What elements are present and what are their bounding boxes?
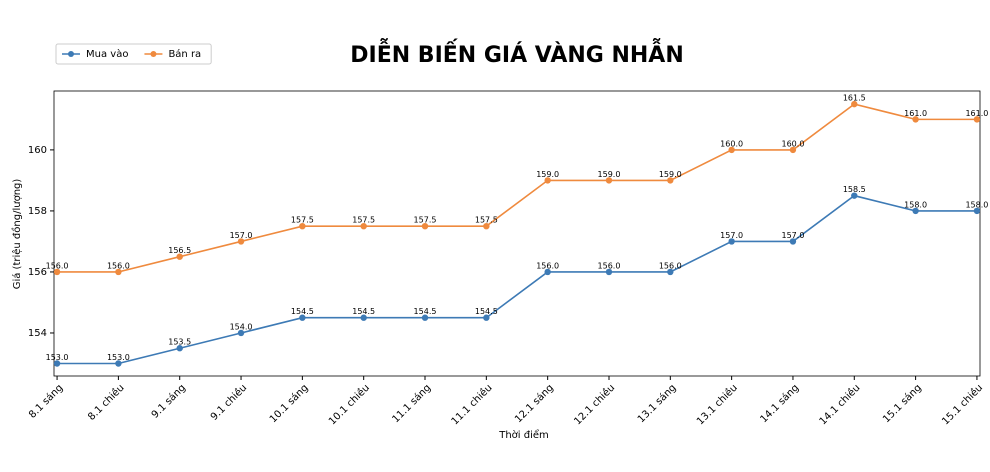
point	[605, 177, 613, 184]
plot-frame	[53, 90, 981, 377]
legend-box	[55, 43, 212, 65]
line	[57, 194, 977, 365]
point	[667, 268, 674, 276]
point	[728, 146, 735, 154]
point	[973, 207, 981, 215]
point	[483, 222, 490, 230]
value-label: 160.0	[782, 139, 805, 148]
value-label: 156.0	[536, 261, 559, 270]
chart-title: DIỄN BIẾN GIÁ VÀNG NHẪN	[350, 39, 683, 68]
line	[57, 103, 977, 273]
point	[912, 116, 919, 123]
point	[421, 222, 429, 230]
value-label: 156.0	[598, 261, 621, 270]
value-label: 157.0	[782, 231, 805, 240]
point	[176, 345, 183, 352]
value-label: 157.5	[291, 216, 314, 225]
point	[728, 238, 735, 245]
y-tick-label: 160	[28, 145, 47, 156]
value-label: 158.0	[965, 200, 988, 209]
point	[544, 268, 551, 276]
point	[851, 192, 858, 199]
y-tick-label: 154	[28, 328, 47, 339]
point	[360, 222, 367, 230]
point	[360, 314, 367, 321]
value-label: 156.0	[107, 261, 130, 270]
y-tick-label: 156	[28, 267, 47, 278]
point	[973, 116, 981, 123]
value-label: 157.5	[352, 216, 375, 225]
point	[421, 314, 429, 321]
value-label: 153.0	[107, 353, 130, 362]
value-label: 159.0	[659, 170, 682, 179]
point	[483, 314, 490, 321]
value-label: 154.5	[352, 307, 375, 316]
y-tick-label: 158	[28, 206, 47, 217]
value-label: 154.5	[475, 307, 498, 316]
point	[789, 146, 797, 154]
value-label: 159.0	[536, 170, 559, 179]
point	[851, 100, 858, 108]
point	[299, 314, 306, 321]
value-label: 156.0	[46, 261, 69, 270]
point	[789, 238, 797, 245]
point	[237, 238, 245, 245]
value-label: 159.0	[598, 170, 621, 179]
legend-marker	[68, 51, 74, 57]
point	[53, 268, 61, 276]
value-label: 154.5	[414, 307, 437, 316]
point	[176, 253, 183, 260]
value-label: 158.0	[904, 200, 927, 209]
value-label: 157.5	[475, 216, 498, 225]
legend-label: Bán ra	[168, 48, 201, 60]
point	[605, 268, 613, 276]
value-label: 157.5	[414, 216, 437, 225]
value-label: 161.5	[843, 94, 866, 103]
point	[667, 177, 674, 184]
legend: Mua vào Bán ra	[55, 43, 212, 65]
value-label: 156.0	[659, 261, 682, 270]
value-label: 158.5	[843, 185, 866, 194]
y-axis-label: Giá (triệu đồng/lượng)	[11, 179, 23, 290]
point	[544, 177, 551, 184]
x-axis-label: Thời điểm	[498, 428, 549, 441]
value-label: 157.0	[720, 231, 743, 240]
point	[115, 268, 122, 276]
legend-marker	[150, 51, 157, 57]
value-label: 153.5	[168, 338, 191, 347]
legend-label: Mua vào	[86, 48, 128, 60]
value-label: 157.0	[230, 231, 253, 240]
point	[912, 207, 919, 215]
value-label: 156.5	[168, 246, 191, 255]
point	[115, 360, 122, 367]
value-label: 154.0	[230, 322, 253, 331]
value-label: 160.0	[720, 139, 743, 148]
point	[237, 329, 245, 337]
value-label: 153.0	[46, 353, 69, 362]
value-label: 154.5	[291, 307, 314, 316]
value-label: 161.0	[965, 109, 988, 118]
value-label: 161.0	[904, 109, 927, 118]
point	[299, 222, 306, 230]
point	[53, 360, 61, 367]
